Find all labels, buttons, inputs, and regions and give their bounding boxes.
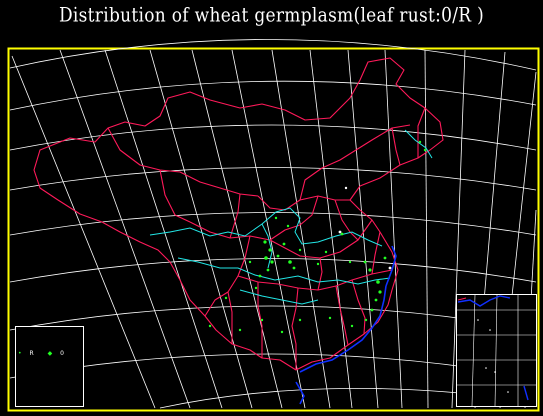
south-china-sea-inset: [456, 294, 537, 407]
specimen-point: [288, 260, 292, 264]
specimen-point: [348, 260, 352, 264]
specimen-point: [340, 232, 344, 236]
specimen-point: [364, 318, 368, 322]
specimen-point: [238, 328, 242, 332]
specimen-point: [280, 330, 284, 334]
specimen-point: [258, 274, 262, 278]
specimen-point: [266, 268, 270, 272]
legend-label: R: [29, 350, 34, 357]
specimen-point: [274, 216, 278, 220]
city-marks: [338, 186, 392, 270]
specimen-point: [423, 148, 427, 152]
specimen-point: [298, 248, 302, 252]
specimen-point: [378, 290, 382, 294]
specimen-point: [286, 224, 290, 228]
specimen-point: [350, 324, 354, 328]
specimen-points: [208, 140, 427, 334]
specimen-point: [328, 316, 332, 320]
map-frame: [7, 47, 540, 412]
specimen-point: [374, 298, 378, 302]
legend-label: 0: [60, 350, 64, 357]
specimen-point: [383, 256, 387, 260]
specimen-point: [292, 266, 296, 270]
legend-box: [15, 326, 84, 407]
specimen-point: [324, 250, 328, 254]
specimen-point: [254, 286, 258, 290]
legend-diamond-icon: ◆: [47, 350, 53, 357]
specimen-point: [316, 262, 320, 266]
legend-item-0: ◆ 0: [48, 350, 70, 357]
specimen-point: [260, 318, 264, 322]
specimen-point: [224, 296, 228, 300]
specimen-point: [268, 248, 272, 252]
specimen-point: [298, 318, 302, 322]
specimen-point: [370, 308, 374, 312]
specimen-point: [263, 240, 267, 244]
specimen-point: [376, 280, 380, 284]
specimen-point: [368, 268, 372, 272]
legend-dot-icon: •: [18, 350, 22, 357]
specimen-point: [264, 256, 268, 260]
coastline: [295, 245, 397, 405]
specimen-point: [270, 260, 274, 264]
map-title: Distribution of wheat germplasm(leaf rus…: [58, 4, 485, 27]
specimen-point: [363, 260, 367, 264]
specimen-point: [418, 140, 422, 144]
legend-items: • R ◆ 0: [18, 350, 76, 357]
specimen-point: [276, 254, 280, 258]
specimen-point: [208, 324, 212, 328]
specimen-point: [248, 260, 252, 264]
legend-item-r: • R: [18, 350, 42, 357]
province-borders: [33, 57, 444, 371]
specimen-point: [282, 242, 286, 246]
